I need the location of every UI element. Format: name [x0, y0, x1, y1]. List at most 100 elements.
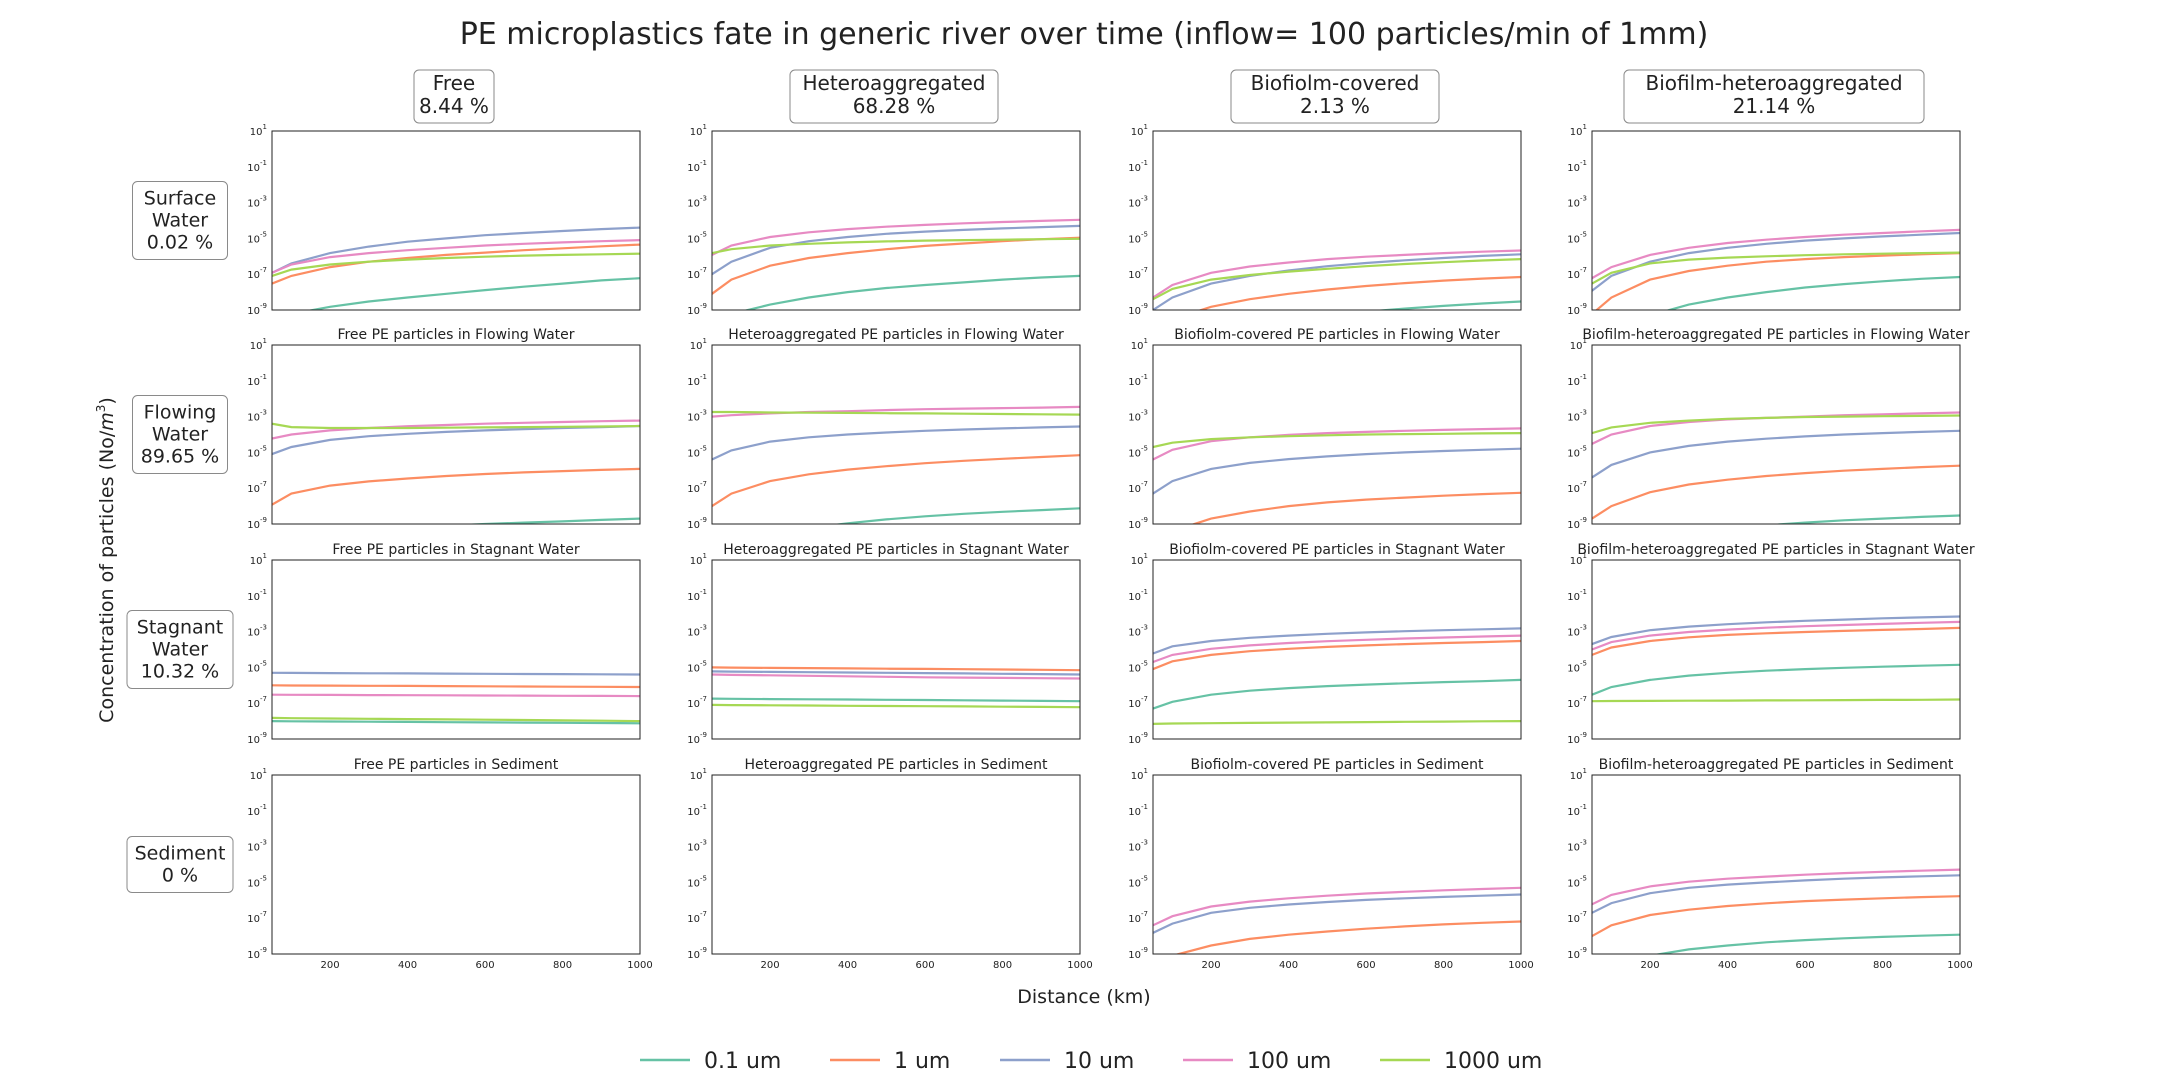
y-tick-exponent: -5 — [1580, 874, 1587, 882]
y-tick-exponent: -7 — [1580, 695, 1587, 703]
y-tick-base: 10 — [247, 914, 260, 925]
y-tick-base: 10 — [687, 592, 700, 603]
series-line-1-um — [272, 684, 640, 689]
y-tick-base: 10 — [1128, 592, 1141, 603]
panel-title: Free PE particles in Sediment — [354, 757, 559, 773]
y-tick-label: 10-9 — [1128, 946, 1148, 961]
series-line-0.1-um — [712, 697, 1080, 703]
y-tick-label: 101 — [250, 337, 267, 352]
series-line-1000-um — [1153, 258, 1521, 301]
y-tick-base: 10 — [1570, 771, 1583, 782]
y-tick-base: 10 — [687, 163, 700, 174]
y-tick-label: 101 — [1570, 337, 1587, 352]
y-tick-label: 101 — [1131, 767, 1148, 782]
y-tick-label: 101 — [690, 123, 707, 138]
y-tick-base: 10 — [687, 628, 700, 639]
row-header-line: Stagnant — [137, 617, 223, 639]
y-tick-base: 10 — [687, 663, 700, 674]
row-header-line: 89.65 % — [141, 446, 220, 468]
x-tick-label: 600 — [1796, 960, 1815, 971]
panel-frame — [271, 344, 641, 525]
y-tick-label: 10-1 — [1567, 373, 1587, 388]
column-header-percent: 68.28 % — [853, 94, 936, 118]
y-axis-label-close: ) — [96, 397, 118, 404]
y-tick-base: 10 — [1128, 878, 1141, 889]
series-line-10-um — [1592, 615, 1960, 646]
series-line-1000-um — [1153, 719, 1521, 726]
series-line-10-um — [272, 671, 640, 676]
y-tick-exponent: -9 — [1580, 731, 1587, 739]
y-tick-base: 10 — [1131, 127, 1144, 138]
y-axis-label-unit: m — [96, 412, 118, 431]
y-tick-exponent: -7 — [260, 480, 267, 488]
panel-frame — [1591, 344, 1961, 525]
y-tick-base: 10 — [1567, 843, 1580, 854]
column-header-percent: 21.14 % — [1733, 94, 1816, 118]
y-tick-label: 10-7 — [1567, 480, 1587, 495]
y-tick-label: 101 — [1570, 767, 1587, 782]
panel-frame — [1152, 559, 1522, 740]
y-tick-base: 10 — [1128, 520, 1141, 531]
y-tick-label: 10-7 — [1567, 266, 1587, 281]
y-tick-exponent: 1 — [703, 552, 707, 560]
y-tick-label: 10-9 — [687, 946, 707, 961]
y-tick-exponent: -1 — [1580, 373, 1587, 381]
y-tick-base: 10 — [247, 592, 260, 603]
y-tick-exponent: 1 — [263, 337, 267, 345]
y-tick-label: 10-7 — [247, 695, 267, 710]
y-tick-exponent: -1 — [700, 373, 707, 381]
y-tick-base: 10 — [1128, 843, 1141, 854]
y-tick-base: 10 — [1567, 270, 1580, 281]
panel-frame — [711, 559, 1081, 740]
x-tick-label: 800 — [1873, 960, 1892, 971]
y-tick-base: 10 — [250, 341, 263, 352]
row-header-box — [132, 181, 228, 260]
y-tick-label: 10-1 — [247, 803, 267, 818]
series-line-1-um — [1592, 895, 1960, 938]
x-tick-label: 1000 — [627, 960, 652, 971]
y-tick-base: 10 — [247, 878, 260, 889]
y-tick-exponent: -5 — [1580, 230, 1587, 238]
y-axis-label-base: Concentration of particles (No/ — [96, 430, 118, 723]
row-header-line: Water — [152, 424, 208, 446]
y-tick-exponent: -5 — [260, 874, 267, 882]
y-tick-exponent: -7 — [1580, 266, 1587, 274]
series-line-1-um — [712, 454, 1080, 508]
series-line-1-um — [1595, 252, 1960, 310]
y-tick-label: 101 — [250, 123, 267, 138]
panel: Biofilm-heteroaggregated PE particles in… — [1567, 757, 1972, 971]
panel-series-group — [272, 671, 640, 725]
x-tick-label: 1000 — [1947, 960, 1972, 971]
y-tick-base: 10 — [687, 199, 700, 210]
y-tick-base: 10 — [1131, 771, 1144, 782]
y-tick-base: 10 — [1131, 341, 1144, 352]
y-tick-exponent: -3 — [700, 409, 707, 417]
y-tick-base: 10 — [687, 807, 700, 818]
series-line-10-um — [712, 670, 1080, 676]
panel-series-group — [712, 218, 1080, 310]
y-tick-base: 10 — [247, 735, 260, 746]
y-tick-exponent: -7 — [1141, 695, 1148, 703]
y-tick-base: 10 — [247, 306, 260, 317]
series-line-0.1-um — [1153, 678, 1521, 710]
panel-frame — [1591, 559, 1961, 740]
series-line-100-um — [272, 693, 640, 698]
y-tick-exponent: -9 — [1141, 731, 1148, 739]
series-line-0.1-um — [272, 719, 640, 725]
series-line-1-um — [1197, 275, 1521, 310]
y-tick-base: 10 — [1128, 484, 1141, 495]
series-line-10-um — [712, 425, 1080, 461]
panel-frame — [711, 344, 1081, 525]
y-tick-exponent: -5 — [700, 659, 707, 667]
y-tick-label: 101 — [1570, 552, 1587, 567]
y-tick-label: 10-9 — [1567, 302, 1587, 317]
y-tick-exponent: -5 — [1141, 874, 1148, 882]
y-tick-label: 10-7 — [687, 910, 707, 925]
y-tick-base: 10 — [247, 270, 260, 281]
row-header-line: Water — [152, 210, 208, 232]
y-tick-exponent: -3 — [700, 624, 707, 632]
row-header-box — [126, 610, 234, 689]
y-tick-exponent: -7 — [260, 910, 267, 918]
